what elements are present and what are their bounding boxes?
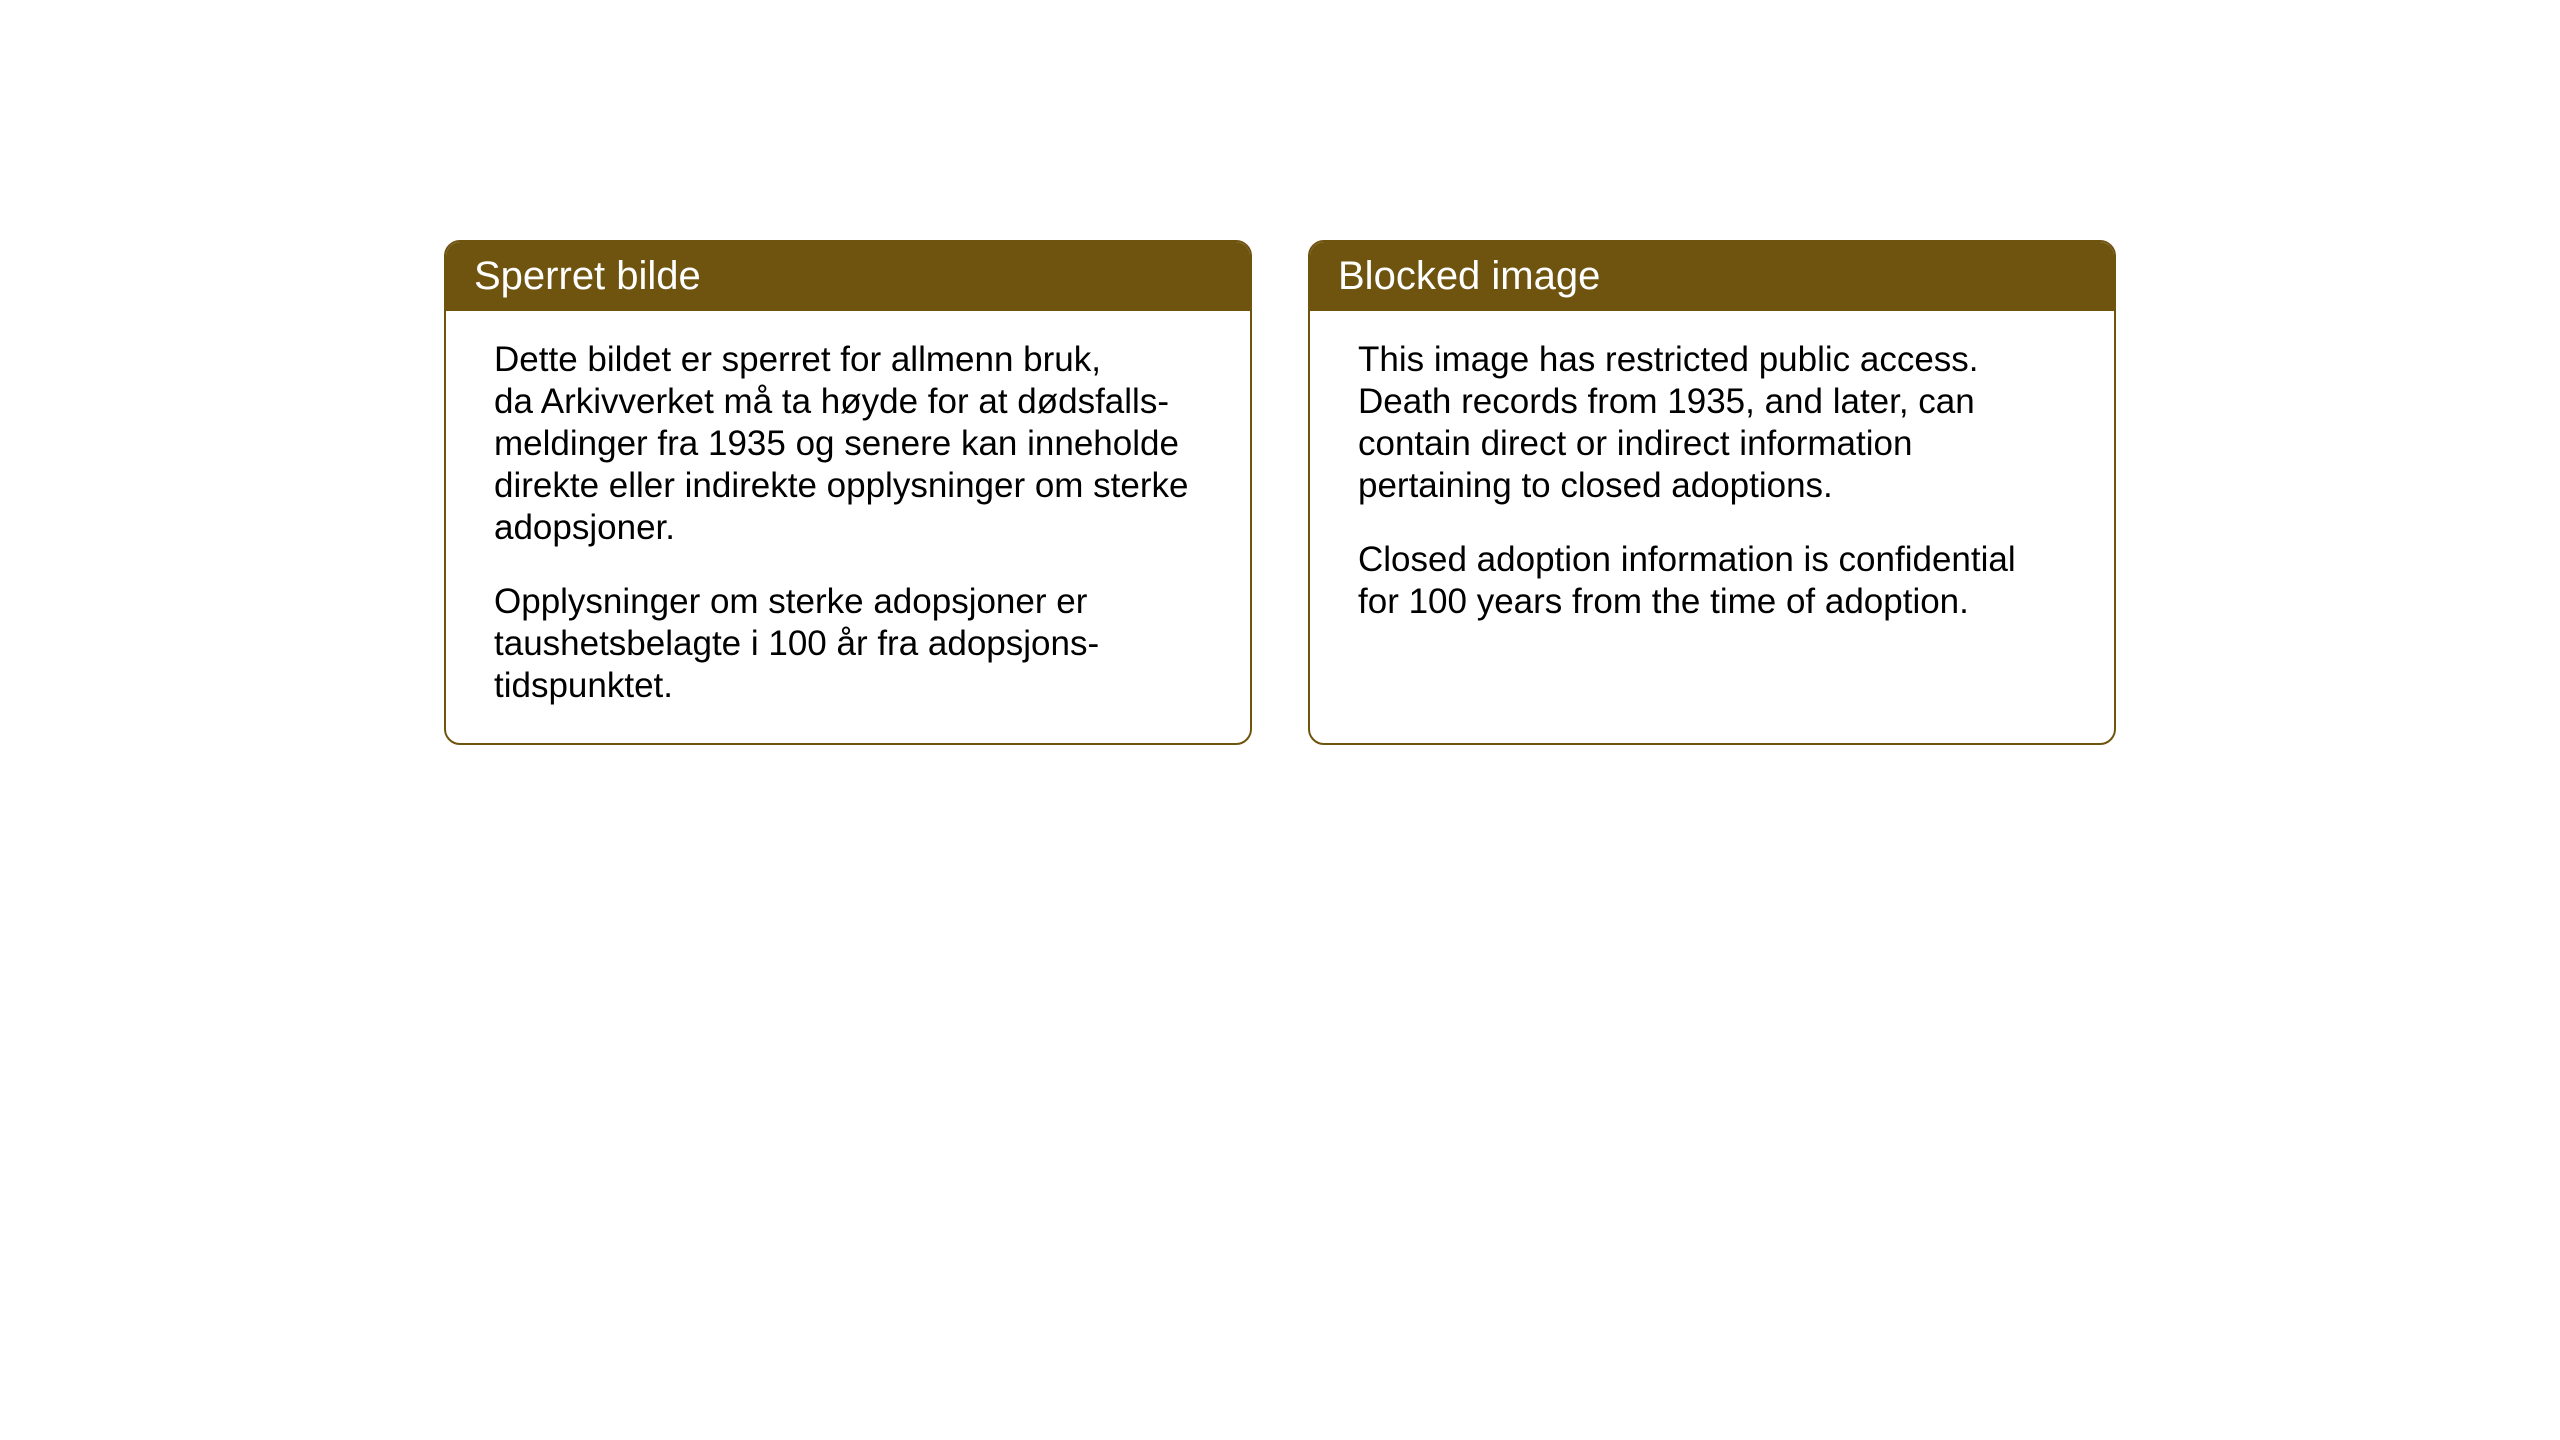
card-header-norwegian: Sperret bilde [446,242,1250,311]
card-body-english: This image has restricted public access.… [1310,311,2114,711]
notice-card-norwegian: Sperret bilde Dette bildet er sperret fo… [444,240,1252,745]
card-paragraph-2-norwegian: Opplysninger om sterke adopsjoner er tau… [494,581,1202,707]
card-title-english: Blocked image [1338,254,1600,298]
card-paragraph-2-english: Closed adoption information is confident… [1358,539,2066,623]
notice-cards-container: Sperret bilde Dette bildet er sperret fo… [444,240,2116,745]
card-body-norwegian: Dette bildet er sperret for allmenn bruk… [446,311,1250,743]
card-title-norwegian: Sperret bilde [474,254,701,298]
notice-card-english: Blocked image This image has restricted … [1308,240,2116,745]
card-paragraph-1-norwegian: Dette bildet er sperret for allmenn bruk… [494,339,1202,549]
card-header-english: Blocked image [1310,242,2114,311]
card-paragraph-1-english: This image has restricted public access.… [1358,339,2066,507]
